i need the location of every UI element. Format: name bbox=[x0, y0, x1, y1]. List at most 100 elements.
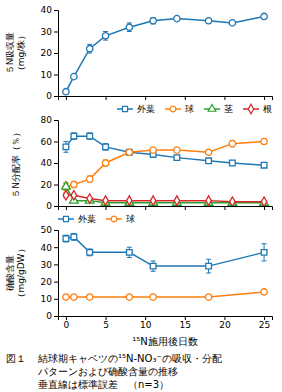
legend-entry: 外葉 bbox=[58, 214, 96, 224]
marker bbox=[229, 140, 235, 146]
tick bbox=[264, 206, 265, 210]
y-axis: 020406080 bbox=[41, 115, 59, 211]
tick-label: 0 bbox=[46, 201, 52, 211]
legend-label: 球 bbox=[185, 104, 194, 114]
marker bbox=[150, 294, 156, 300]
legend-marker bbox=[248, 104, 253, 113]
tick bbox=[185, 96, 186, 100]
tick-label: 20 bbox=[219, 320, 231, 330]
tick-mark bbox=[54, 230, 58, 231]
marker bbox=[103, 144, 109, 150]
line bbox=[66, 16, 264, 91]
caption: 図１ bbox=[6, 353, 26, 364]
tick bbox=[145, 206, 146, 210]
tick-label: 0 bbox=[46, 91, 52, 101]
legend: 外葉 球 bbox=[58, 214, 135, 224]
marker bbox=[63, 294, 69, 300]
error-bar bbox=[230, 140, 235, 146]
tick-label: 30 bbox=[41, 260, 53, 270]
tick: 40 bbox=[41, 5, 58, 15]
marker bbox=[126, 294, 132, 300]
marker bbox=[87, 250, 93, 256]
marker bbox=[261, 250, 267, 256]
tick-mark bbox=[54, 142, 58, 143]
marker bbox=[174, 15, 180, 21]
marker bbox=[87, 294, 93, 300]
tick: 10 bbox=[41, 294, 58, 304]
series bbox=[63, 191, 267, 206]
marker bbox=[229, 20, 235, 26]
error-bar bbox=[103, 160, 108, 166]
caption: 結球期キャベツの¹⁵N-NO₃⁻の吸収・分配 bbox=[37, 353, 222, 364]
y-axis-title: （mg/株） bbox=[16, 31, 26, 76]
axis-line bbox=[59, 317, 273, 321]
tick: 0 bbox=[46, 201, 58, 211]
legend-marker bbox=[208, 105, 216, 112]
line bbox=[66, 292, 264, 297]
tick-label: 50 bbox=[41, 225, 53, 235]
tick: 60 bbox=[41, 137, 58, 147]
x-axis: 0510152025 bbox=[59, 316, 273, 330]
tick-mark bbox=[224, 96, 225, 100]
marker bbox=[63, 144, 69, 150]
tick-label: 0 bbox=[46, 311, 52, 321]
legend-label: 球 bbox=[126, 214, 135, 224]
plot-area bbox=[63, 233, 268, 300]
marker bbox=[174, 196, 179, 205]
marker bbox=[174, 155, 180, 161]
marker bbox=[206, 158, 212, 164]
tick: 10 bbox=[41, 70, 58, 80]
marker bbox=[126, 149, 132, 155]
marker bbox=[87, 194, 92, 203]
tick: 0 bbox=[64, 316, 70, 330]
marker bbox=[261, 162, 267, 168]
error-bar bbox=[87, 176, 92, 182]
marker bbox=[150, 263, 156, 269]
marker bbox=[102, 33, 108, 39]
tick-mark bbox=[224, 206, 225, 210]
tick-label: 0 bbox=[64, 320, 70, 330]
legend-entry: 根 bbox=[243, 104, 272, 114]
marker bbox=[205, 294, 211, 300]
plot-area bbox=[63, 13, 268, 95]
y-axis-title: （mg/gDW） bbox=[16, 244, 26, 301]
marker bbox=[102, 160, 108, 166]
error-bar bbox=[71, 133, 76, 139]
marker bbox=[230, 197, 235, 206]
error-bar bbox=[71, 233, 76, 240]
marker bbox=[63, 236, 69, 242]
legend-label: 根 bbox=[263, 104, 272, 114]
legend-label: 茎 bbox=[224, 104, 233, 114]
tick-mark bbox=[54, 120, 58, 121]
marker bbox=[150, 147, 156, 153]
tick-label: 80 bbox=[41, 115, 53, 125]
error-bar bbox=[230, 161, 235, 165]
legend-entry: 球 bbox=[165, 104, 194, 114]
error-bar bbox=[63, 235, 68, 242]
tick-mark bbox=[54, 32, 58, 33]
tick: 15 bbox=[180, 316, 191, 330]
marker bbox=[87, 133, 93, 139]
marker bbox=[63, 191, 68, 200]
series bbox=[62, 182, 269, 206]
legend-entry: 球 bbox=[106, 214, 135, 224]
marker bbox=[63, 89, 69, 95]
tick bbox=[106, 206, 107, 210]
tick: 5 bbox=[103, 316, 109, 330]
marker bbox=[205, 149, 211, 155]
tick: 50 bbox=[41, 225, 58, 235]
x-axis-title: ¹⁵N施用後日数 bbox=[132, 336, 198, 347]
legend-label: 外葉 bbox=[137, 104, 155, 114]
tick-mark bbox=[54, 10, 58, 11]
tick-label: 40 bbox=[41, 5, 53, 15]
legend-label: 外葉 bbox=[78, 214, 96, 224]
tick-mark bbox=[54, 96, 58, 97]
error-bar bbox=[206, 259, 211, 273]
tick: 20 bbox=[41, 48, 58, 58]
tick-mark bbox=[264, 96, 265, 100]
error-bar bbox=[103, 144, 108, 150]
tick-mark bbox=[145, 206, 146, 210]
tick-mark bbox=[66, 206, 67, 210]
tick-label: 5 bbox=[103, 320, 109, 330]
tick: 40 bbox=[41, 158, 58, 168]
